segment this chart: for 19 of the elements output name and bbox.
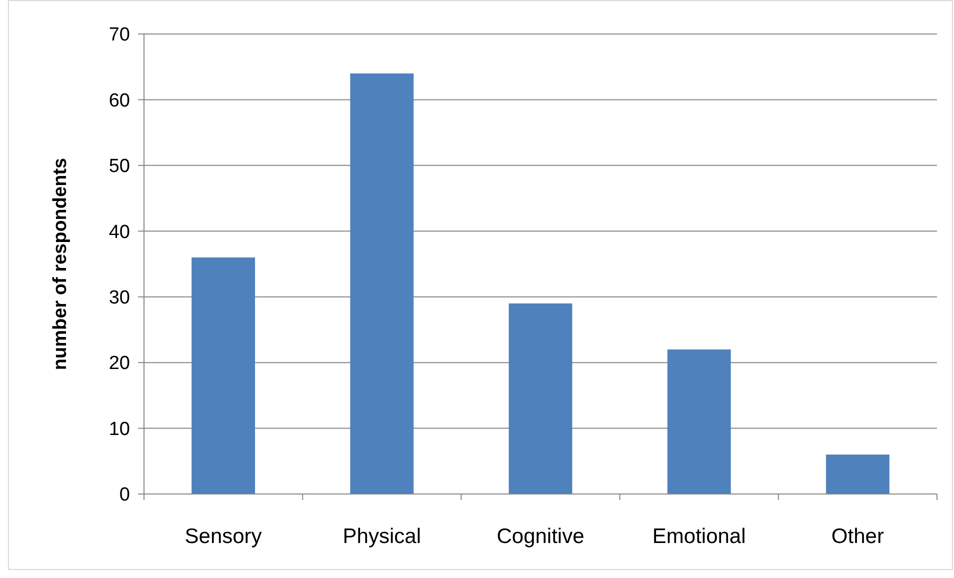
- x-tick-label: Cognitive: [496, 525, 584, 548]
- bar: [192, 257, 256, 494]
- x-tick-label: Physical: [342, 525, 421, 548]
- x-tick-label: Other: [831, 525, 884, 548]
- y-tick-label: 30: [108, 288, 130, 309]
- y-tick-label: 70: [108, 24, 130, 46]
- y-tick-label: 10: [108, 418, 130, 440]
- x-tick-label: Sensory: [184, 525, 262, 548]
- y-tick-label: 50: [108, 156, 130, 178]
- y-tick-label: 60: [108, 90, 130, 112]
- y-axis-title: number of respondents: [50, 158, 71, 370]
- x-tick-label: Emotional: [652, 525, 746, 548]
- bar: [350, 73, 414, 494]
- bar: [508, 303, 572, 494]
- bar: [667, 349, 731, 494]
- bar: [826, 454, 890, 494]
- y-tick-label: 40: [108, 222, 130, 243]
- y-tick-label: 0: [119, 484, 130, 506]
- y-tick-label: 20: [108, 353, 130, 374]
